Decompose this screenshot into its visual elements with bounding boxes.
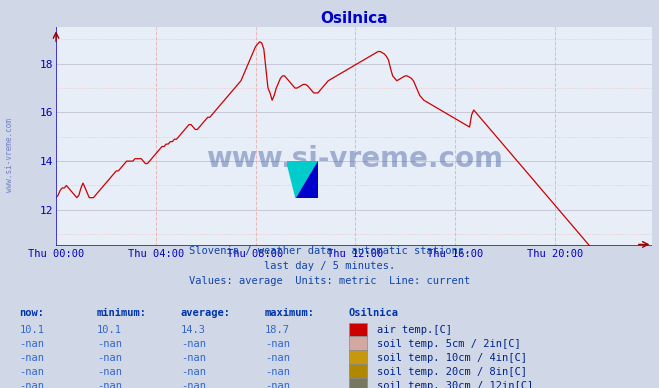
Text: -nan: -nan bbox=[181, 381, 206, 388]
Text: minimum:: minimum: bbox=[97, 308, 147, 318]
Text: www.si-vreme.com: www.si-vreme.com bbox=[5, 118, 14, 192]
Text: -nan: -nan bbox=[97, 367, 122, 377]
Text: Slovenia / weather data - automatic stations.: Slovenia / weather data - automatic stat… bbox=[189, 246, 470, 256]
Text: now:: now: bbox=[20, 308, 45, 318]
Text: -nan: -nan bbox=[181, 367, 206, 377]
Text: 10.1: 10.1 bbox=[20, 325, 45, 335]
Text: -nan: -nan bbox=[97, 381, 122, 388]
Text: soil temp. 10cm / 4in[C]: soil temp. 10cm / 4in[C] bbox=[377, 353, 527, 363]
FancyBboxPatch shape bbox=[349, 336, 367, 350]
Text: -nan: -nan bbox=[265, 381, 290, 388]
Text: Values: average  Units: metric  Line: current: Values: average Units: metric Line: curr… bbox=[189, 275, 470, 286]
Text: 14.3: 14.3 bbox=[181, 325, 206, 335]
FancyBboxPatch shape bbox=[349, 364, 367, 378]
FancyBboxPatch shape bbox=[349, 322, 367, 336]
Text: 18.7: 18.7 bbox=[265, 325, 290, 335]
Polygon shape bbox=[287, 161, 318, 198]
Text: soil temp. 5cm / 2in[C]: soil temp. 5cm / 2in[C] bbox=[377, 339, 521, 349]
Text: -nan: -nan bbox=[265, 353, 290, 363]
Text: -nan: -nan bbox=[265, 367, 290, 377]
FancyBboxPatch shape bbox=[349, 378, 367, 388]
Text: -nan: -nan bbox=[20, 353, 45, 363]
Text: maximum:: maximum: bbox=[265, 308, 315, 318]
Text: -nan: -nan bbox=[20, 381, 45, 388]
Text: Osilnica: Osilnica bbox=[349, 308, 399, 318]
Text: -nan: -nan bbox=[97, 339, 122, 349]
Text: air temp.[C]: air temp.[C] bbox=[377, 325, 451, 335]
Text: -nan: -nan bbox=[20, 367, 45, 377]
Text: soil temp. 20cm / 8in[C]: soil temp. 20cm / 8in[C] bbox=[377, 367, 527, 377]
Text: -nan: -nan bbox=[20, 339, 45, 349]
Text: -nan: -nan bbox=[181, 353, 206, 363]
Text: average:: average: bbox=[181, 308, 231, 318]
Text: last day / 5 minutes.: last day / 5 minutes. bbox=[264, 261, 395, 271]
Text: -nan: -nan bbox=[97, 353, 122, 363]
FancyBboxPatch shape bbox=[349, 350, 367, 364]
Title: Osilnica: Osilnica bbox=[320, 11, 388, 26]
Polygon shape bbox=[296, 161, 318, 198]
Text: -nan: -nan bbox=[181, 339, 206, 349]
Text: www.si-vreme.com: www.si-vreme.com bbox=[206, 145, 503, 173]
Text: 10.1: 10.1 bbox=[97, 325, 122, 335]
Text: -nan: -nan bbox=[265, 339, 290, 349]
Text: soil temp. 30cm / 12in[C]: soil temp. 30cm / 12in[C] bbox=[377, 381, 533, 388]
